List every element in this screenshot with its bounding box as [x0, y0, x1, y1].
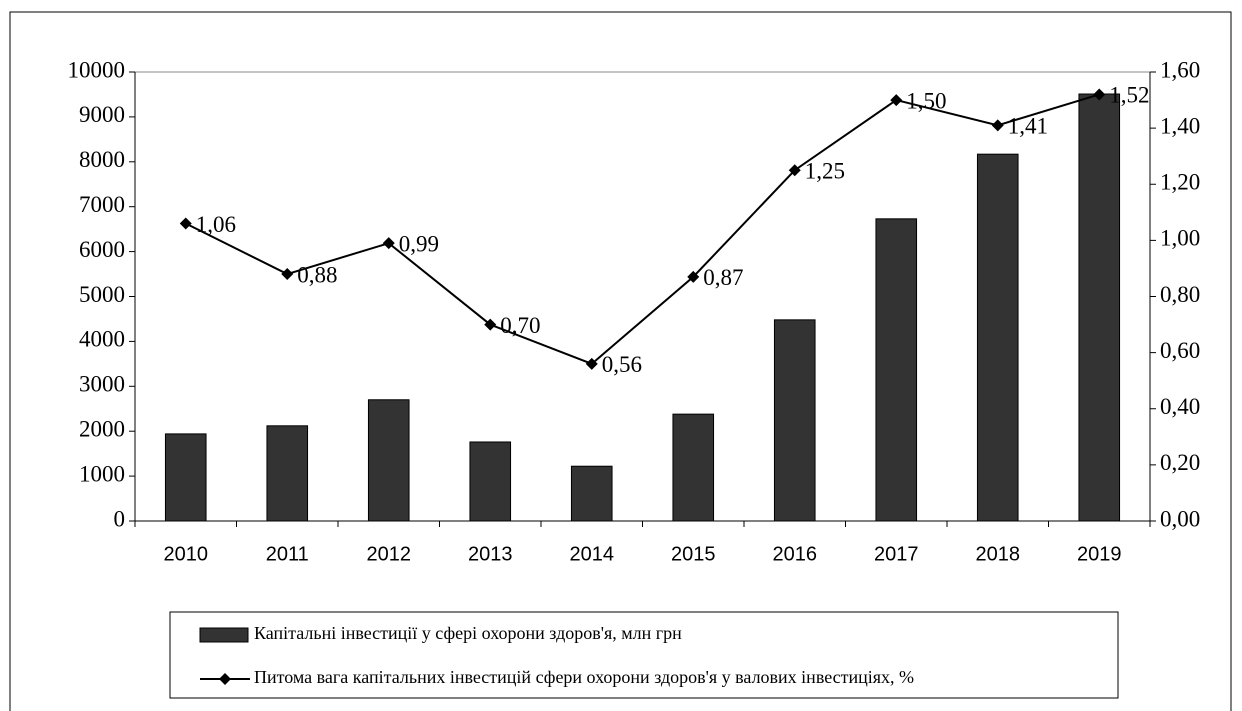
line: [185, 93, 1100, 365]
data-label: 0,87: [703, 265, 743, 290]
x-tick-label: 2017: [874, 543, 919, 565]
x-tick-label: 2015: [671, 543, 716, 565]
data-label: 1,41: [1008, 114, 1048, 139]
y2-tick-label: 1,00: [1160, 226, 1200, 251]
x-tick-label: 2016: [773, 543, 818, 565]
x-tick-label: 2010: [164, 543, 209, 565]
y2-tick-label: 1,40: [1160, 113, 1200, 138]
marker: [1093, 88, 1106, 101]
x-tick-label: 2013: [468, 543, 513, 565]
marker: [788, 164, 801, 177]
marker: [382, 237, 395, 250]
y2-tick-label: 0,00: [1160, 506, 1200, 531]
data-label: 1,25: [805, 159, 845, 184]
legend-marker: [219, 673, 231, 685]
x-tick-label: 2012: [367, 543, 412, 565]
chart-frame: [9, 11, 1232, 711]
bar: [1078, 93, 1121, 522]
marker: [585, 357, 598, 370]
legend-box: [169, 611, 1119, 699]
y-tick-label: 3000: [79, 372, 125, 397]
legend-label: Капітальні інвестиції у сфері охорони зд…: [254, 623, 682, 643]
y-tick-label: 4000: [79, 327, 125, 352]
bar: [266, 425, 309, 522]
bar: [672, 413, 715, 522]
marker: [687, 270, 700, 283]
data-label: 0,56: [602, 352, 642, 377]
bar: [469, 441, 512, 522]
y2-tick-label: 0,60: [1160, 338, 1200, 363]
marker: [991, 119, 1004, 132]
y2-tick-label: 1,20: [1160, 170, 1200, 195]
y2-tick-label: 0,80: [1160, 282, 1200, 307]
marker: [890, 94, 903, 107]
data-label: 1,50: [906, 88, 946, 113]
marker: [179, 217, 192, 230]
bar: [773, 319, 816, 522]
x-tick-label: 2011: [266, 543, 309, 565]
marker: [484, 318, 497, 331]
x-tick-label: 2018: [976, 543, 1021, 565]
x-tick-label: 2014: [570, 543, 615, 565]
y-tick-label: 2000: [79, 416, 125, 441]
y-tick-label: 9000: [79, 102, 125, 127]
data-label: 1,06: [196, 212, 236, 237]
bar: [570, 465, 613, 522]
y2-tick-label: 1,60: [1160, 57, 1200, 82]
data-label: 0,99: [399, 231, 439, 256]
bar: [875, 218, 918, 522]
bar: [164, 433, 207, 522]
data-label: 0,70: [500, 313, 540, 338]
y2-tick-label: 0,20: [1160, 450, 1200, 475]
plot-area: 0 1000 2000 3000 4000 5000 6000 7000 8000 9000 100…: [68, 57, 1201, 565]
y-tick-label: 8000: [79, 147, 125, 172]
x-tick-label: 2019: [1077, 543, 1122, 565]
y-tick-label: 6000: [79, 237, 125, 262]
bar: [976, 153, 1019, 522]
y-tick-label: 0: [114, 506, 126, 531]
y2-tick-label: 0,40: [1160, 394, 1200, 419]
y-tick-label: 10000: [68, 57, 126, 82]
data-label: 0,88: [297, 262, 337, 287]
legend-swatch: [199, 627, 249, 643]
y-tick-label: 1000: [79, 461, 125, 486]
y-tick-label: 7000: [79, 192, 125, 217]
bar: [367, 399, 410, 522]
data-label: 1,52: [1109, 83, 1149, 108]
marker: [281, 268, 294, 281]
legend-label: Питома вага капітальних інвестицій сфери…: [254, 667, 914, 687]
y-tick-label: 5000: [79, 282, 125, 307]
